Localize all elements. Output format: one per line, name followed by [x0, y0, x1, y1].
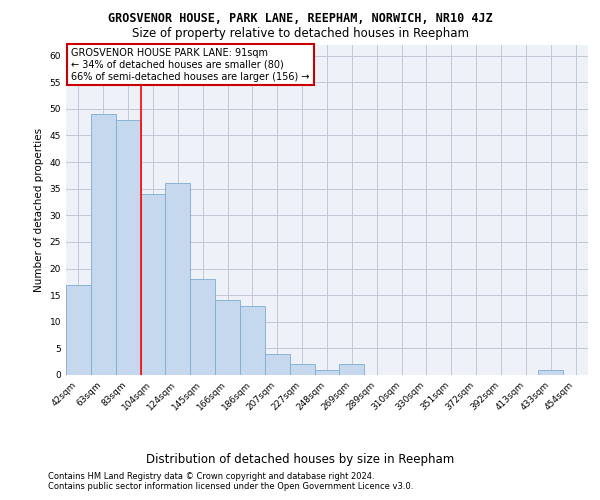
Bar [116, 120, 140, 375]
Bar [240, 306, 265, 375]
Text: Distribution of detached houses by size in Reepham: Distribution of detached houses by size … [146, 452, 454, 466]
Bar [340, 364, 364, 375]
Bar [166, 184, 190, 375]
Bar [140, 194, 166, 375]
Bar [66, 284, 91, 375]
Bar [190, 279, 215, 375]
Text: GROSVENOR HOUSE PARK LANE: 91sqm
← 34% of detached houses are smaller (80)
66% o: GROSVENOR HOUSE PARK LANE: 91sqm ← 34% o… [71, 48, 310, 82]
Bar [215, 300, 240, 375]
Text: Contains public sector information licensed under the Open Government Licence v3: Contains public sector information licen… [48, 482, 413, 491]
Bar [265, 354, 290, 375]
Y-axis label: Number of detached properties: Number of detached properties [34, 128, 44, 292]
Bar [538, 370, 563, 375]
Bar [314, 370, 340, 375]
Text: Size of property relative to detached houses in Reepham: Size of property relative to detached ho… [131, 28, 469, 40]
Text: Contains HM Land Registry data © Crown copyright and database right 2024.: Contains HM Land Registry data © Crown c… [48, 472, 374, 481]
Text: GROSVENOR HOUSE, PARK LANE, REEPHAM, NORWICH, NR10 4JZ: GROSVENOR HOUSE, PARK LANE, REEPHAM, NOR… [107, 12, 493, 26]
Bar [290, 364, 314, 375]
Bar [91, 114, 116, 375]
